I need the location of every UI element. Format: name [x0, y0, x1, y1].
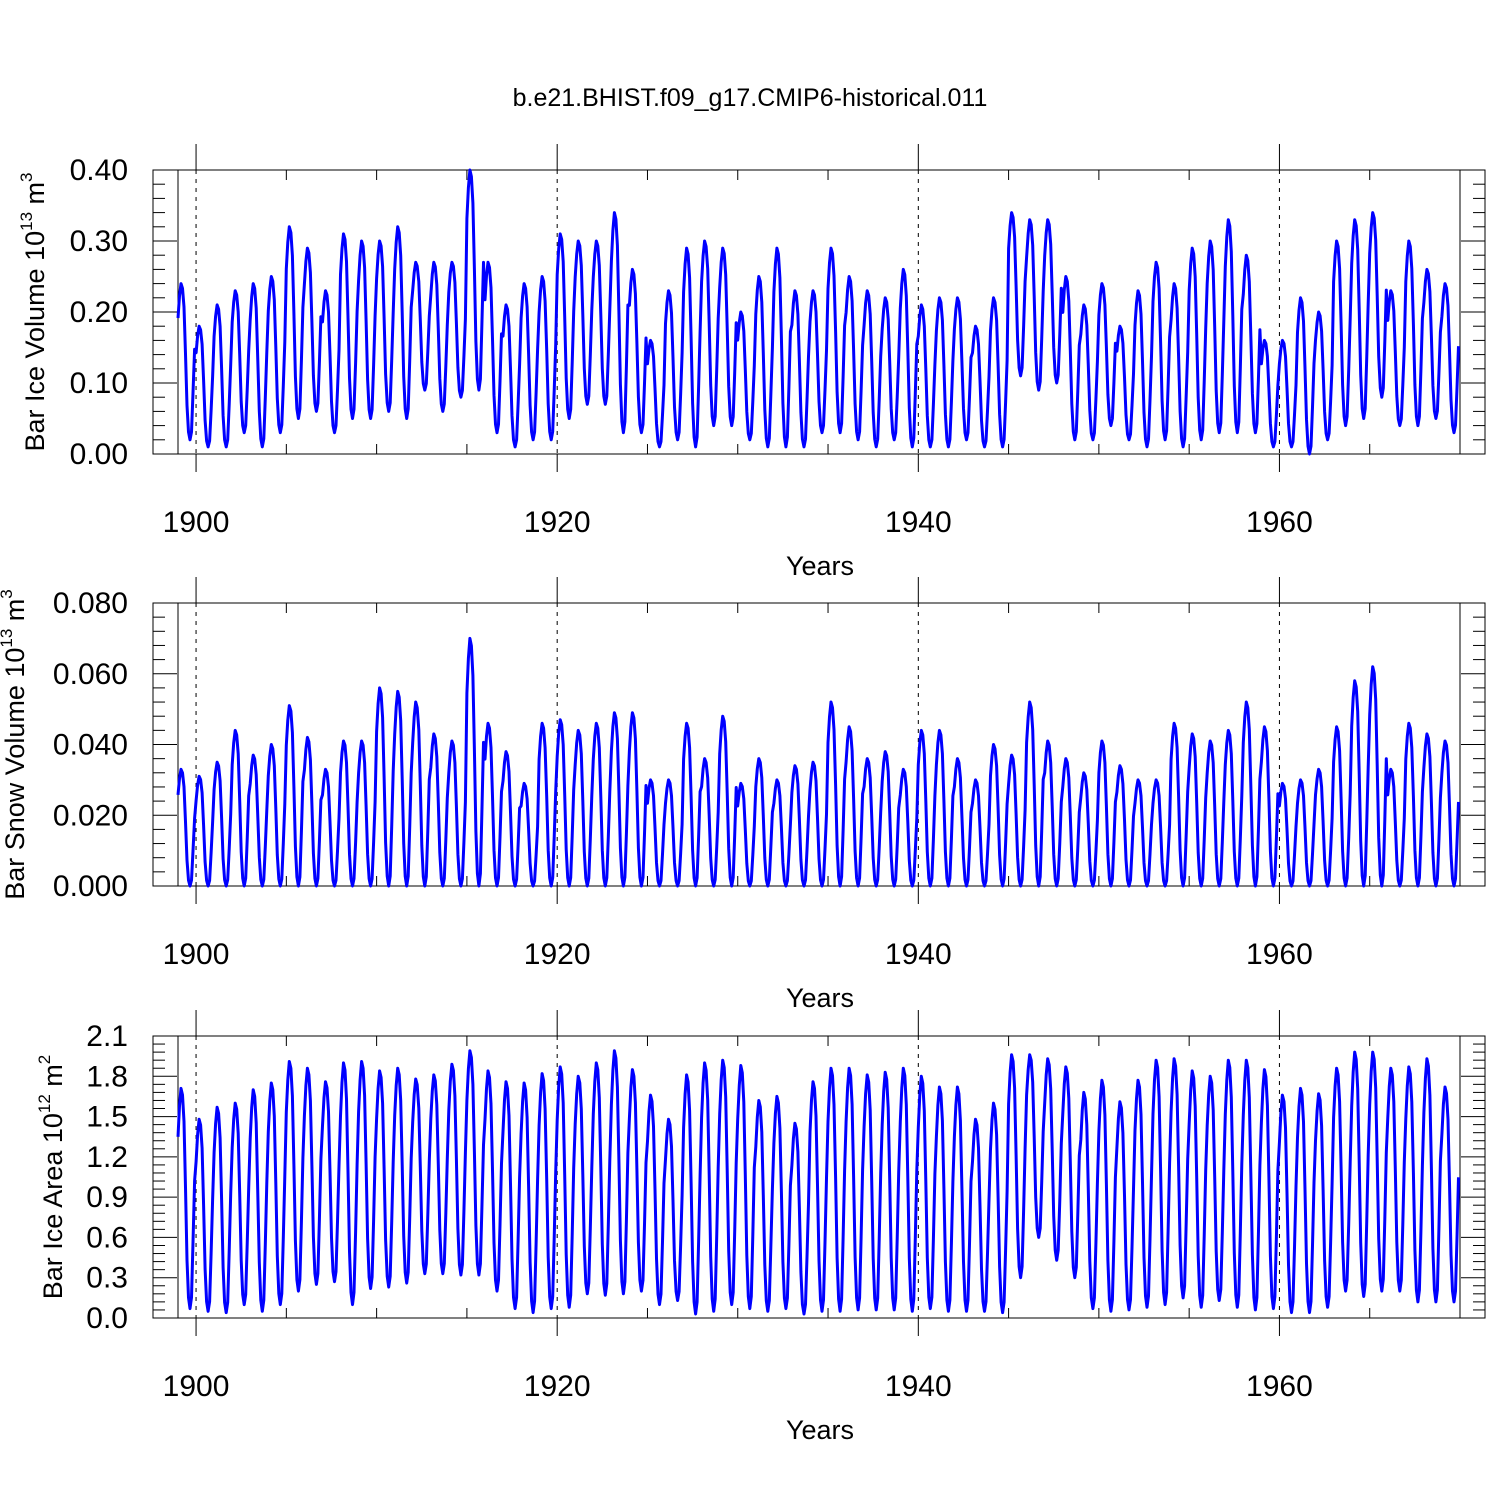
x-axis-title: Years: [786, 983, 854, 1013]
x-axis-title: Years: [786, 551, 854, 581]
series-line: [176, 1049, 1460, 1316]
y-tick-label: 0.6: [86, 1221, 128, 1254]
y-tick-label: 0.000: [53, 870, 128, 903]
x-tick-label: 1940: [885, 1370, 952, 1403]
x-tick-label: 1920: [524, 938, 591, 971]
y-tick-label: 0.10: [70, 367, 128, 400]
y-tick-label: 0.080: [53, 587, 128, 620]
y-tick-label: 0.00: [70, 438, 128, 471]
y-tick-label: 0.040: [53, 729, 128, 762]
chart-panel-1: 0.00 0.10 0.20 0.30 0.40 1900 1920 1940 1960 Year…: [17, 144, 1486, 581]
y-tick-label: 0.20: [70, 296, 128, 329]
y-tick-label: 0.020: [53, 799, 128, 832]
figure-title: b.e21.BHIST.f09_g17.CMIP6-historical.011: [513, 84, 988, 112]
y-tick-label: 0.0: [86, 1302, 128, 1335]
x-tick-label: 1900: [163, 506, 230, 539]
y-tick-label: 0.40: [70, 154, 128, 187]
y-tick-label: 0.30: [70, 225, 128, 258]
chart-panel-2: 0.000 0.020 0.040 0.060 0.080 1900 1920 1940 196…: [0, 577, 1486, 1013]
x-tick-label: 1900: [163, 1370, 230, 1403]
series-line: [176, 636, 1460, 888]
chart-panel-3: 0.0 0.3 0.6 0.9 1.2 1.5 1.8 2.1 1900 1920 1940 1960…: [35, 1010, 1486, 1445]
y-tick-label: 0.9: [86, 1181, 128, 1214]
x-tick-label: 1960: [1246, 938, 1313, 971]
x-axis-title: Years: [786, 1415, 854, 1445]
x-tick-label: 1940: [885, 938, 952, 971]
y-tick-label: 0.060: [53, 658, 128, 691]
y-tick-label: 2.1: [86, 1020, 128, 1053]
x-tick-label: 1920: [524, 1370, 591, 1403]
x-tick-label: 1960: [1246, 506, 1313, 539]
series-line: [176, 168, 1460, 456]
y-tick-label: 1.8: [86, 1060, 128, 1093]
y-tick-label: 1.5: [86, 1101, 128, 1134]
y-axis-title: Bar Snow Volume 1013 m3: [0, 589, 30, 900]
y-axis-title: Bar Ice Volume 1013 m3: [17, 172, 50, 451]
y-axis-title: Bar Ice Area 1012 m2: [35, 1055, 68, 1300]
x-tick-label: 1940: [885, 506, 952, 539]
x-tick-label: 1900: [163, 938, 230, 971]
y-tick-label: 0.3: [86, 1262, 128, 1295]
x-tick-label: 1960: [1246, 1370, 1313, 1403]
x-tick-label: 1920: [524, 506, 591, 539]
plot-frame: [152, 1035, 1486, 1319]
y-tick-label: 1.2: [86, 1141, 128, 1174]
